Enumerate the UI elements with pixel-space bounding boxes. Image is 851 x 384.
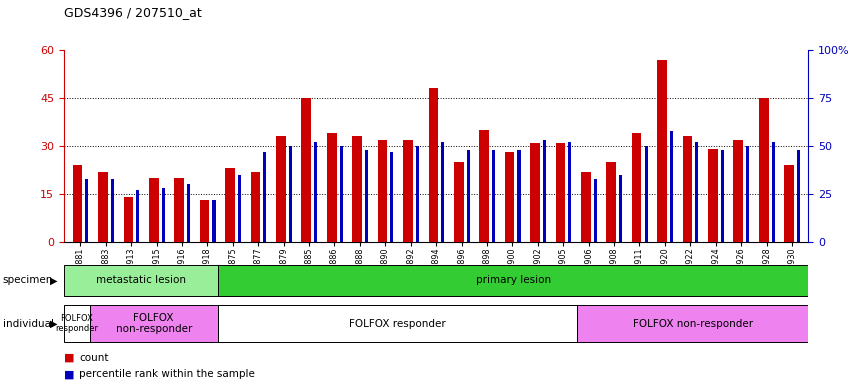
Bar bbox=[288, 146, 292, 242]
Bar bbox=[276, 136, 286, 242]
Text: ■: ■ bbox=[64, 369, 74, 379]
Text: specimen: specimen bbox=[3, 275, 53, 285]
Text: ■: ■ bbox=[64, 353, 74, 363]
Bar bbox=[238, 175, 241, 242]
Bar bbox=[530, 143, 540, 242]
Text: FOLFOX
responder: FOLFOX responder bbox=[55, 314, 98, 333]
Bar bbox=[213, 200, 215, 242]
Bar bbox=[314, 142, 317, 242]
Bar bbox=[631, 133, 642, 242]
Bar bbox=[759, 98, 768, 242]
FancyBboxPatch shape bbox=[218, 265, 808, 296]
Bar bbox=[454, 162, 464, 242]
Bar bbox=[327, 133, 336, 242]
Bar bbox=[568, 142, 571, 242]
Bar bbox=[301, 98, 311, 242]
Bar bbox=[226, 168, 235, 242]
Text: count: count bbox=[79, 353, 109, 363]
Bar bbox=[695, 142, 699, 242]
Bar bbox=[556, 143, 565, 242]
Bar bbox=[340, 146, 343, 242]
Bar bbox=[391, 152, 393, 242]
Bar bbox=[365, 150, 368, 242]
Bar bbox=[670, 131, 673, 242]
FancyBboxPatch shape bbox=[64, 305, 89, 342]
Text: ▶: ▶ bbox=[50, 275, 58, 285]
Text: FOLFOX responder: FOLFOX responder bbox=[349, 318, 446, 329]
Bar bbox=[136, 190, 140, 242]
Bar bbox=[85, 179, 89, 242]
Bar bbox=[797, 150, 800, 242]
Bar bbox=[683, 136, 693, 242]
Bar bbox=[708, 149, 717, 242]
Bar bbox=[378, 139, 387, 242]
Bar bbox=[734, 139, 743, 242]
Bar bbox=[263, 152, 266, 242]
Bar bbox=[581, 172, 591, 242]
Bar bbox=[517, 150, 521, 242]
FancyBboxPatch shape bbox=[577, 305, 808, 342]
Bar bbox=[657, 60, 667, 242]
Text: individual: individual bbox=[3, 318, 54, 329]
Bar bbox=[620, 175, 622, 242]
Bar bbox=[479, 130, 489, 242]
Bar bbox=[174, 178, 184, 242]
Bar bbox=[721, 150, 724, 242]
Text: metastatic lesion: metastatic lesion bbox=[96, 275, 186, 285]
Bar bbox=[785, 165, 794, 242]
Bar bbox=[466, 150, 470, 242]
Bar bbox=[543, 140, 546, 242]
FancyBboxPatch shape bbox=[218, 305, 577, 342]
Bar bbox=[123, 197, 134, 242]
Text: percentile rank within the sample: percentile rank within the sample bbox=[79, 369, 255, 379]
Bar bbox=[162, 188, 165, 242]
Bar bbox=[250, 172, 260, 242]
Text: ▶: ▶ bbox=[50, 318, 58, 329]
Bar bbox=[200, 200, 209, 242]
Text: primary lesion: primary lesion bbox=[476, 275, 551, 285]
Bar bbox=[352, 136, 362, 242]
Bar bbox=[607, 162, 616, 242]
Bar bbox=[111, 179, 114, 242]
Bar bbox=[441, 142, 444, 242]
Bar bbox=[403, 139, 413, 242]
Bar bbox=[772, 142, 774, 242]
Text: GDS4396 / 207510_at: GDS4396 / 207510_at bbox=[64, 6, 202, 19]
Bar bbox=[594, 179, 597, 242]
Bar bbox=[187, 184, 190, 242]
Bar bbox=[149, 178, 158, 242]
Bar bbox=[72, 165, 83, 242]
Bar bbox=[429, 88, 438, 242]
Bar bbox=[644, 146, 648, 242]
Bar bbox=[505, 152, 514, 242]
Bar bbox=[492, 150, 495, 242]
Bar bbox=[746, 146, 749, 242]
Bar bbox=[98, 172, 108, 242]
Bar bbox=[416, 146, 419, 242]
Text: FOLFOX non-responder: FOLFOX non-responder bbox=[633, 318, 753, 329]
Text: FOLFOX
non-responder: FOLFOX non-responder bbox=[116, 313, 191, 334]
FancyBboxPatch shape bbox=[64, 265, 218, 296]
FancyBboxPatch shape bbox=[89, 305, 218, 342]
